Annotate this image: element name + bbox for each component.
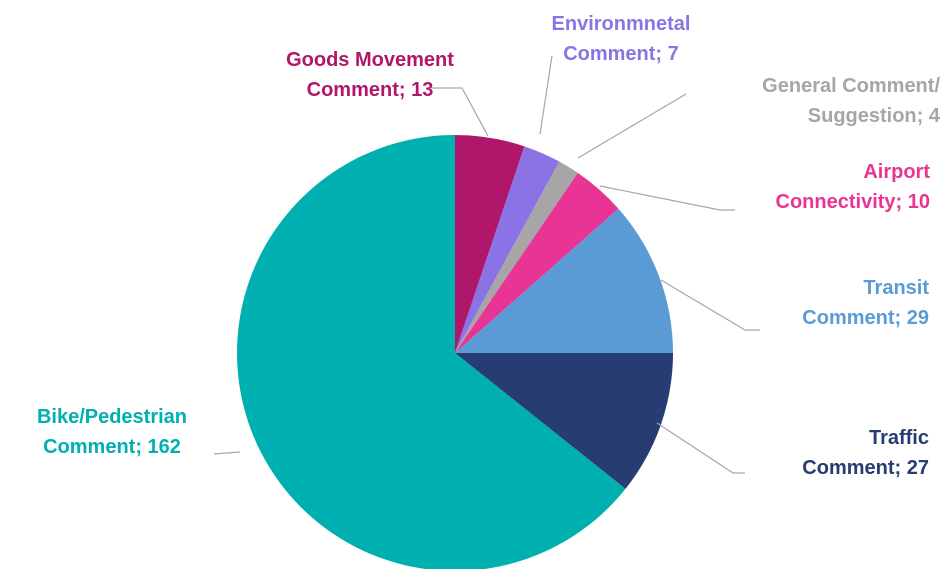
data-label-traffic-comment: Traffic Comment; 27 — [802, 427, 929, 479]
leader-line-airport-connectivity — [599, 185, 735, 211]
leader-line-transit-comment — [660, 279, 760, 331]
data-label-line: Environmnetal — [552, 13, 691, 35]
leader-line-environmnetal-comment — [539, 55, 553, 135]
data-label-line: Suggestion; 4 — [808, 105, 941, 127]
data-label-airport-connectivity: Airport Connectivity; 10 — [776, 161, 931, 213]
pie-slices — [237, 134, 673, 569]
data-label-line: General Comment/ — [762, 75, 940, 97]
data-label-line: Bike/Pedestrian — [37, 406, 187, 428]
pie-slice-transit-comment — [455, 208, 673, 353]
data-label-line: Comment; 7 — [563, 43, 679, 65]
data-label-line: Comment; 29 — [802, 307, 929, 329]
data-label-line: Comment; 13 — [307, 79, 434, 101]
data-label-line: Transit — [863, 277, 929, 299]
data-label-line: Comment; 162 — [43, 436, 181, 458]
pie-slice-airport-connectivity — [455, 172, 619, 353]
pie-slice-traffic-comment — [455, 353, 673, 489]
pie-slice-goods-movement-comment — [455, 134, 525, 353]
data-label-transit-comment: Transit Comment; 29 — [802, 277, 929, 329]
leader-line-traffic-comment — [656, 422, 745, 474]
leader-line-goods-movement-comment — [430, 87, 489, 137]
data-label-bike-pedestrian-comment: Bike/Pedestrian Comment; 162 — [37, 406, 187, 458]
pie-slice-environmnetal-comment — [455, 146, 560, 353]
leader-lines — [213, 55, 760, 474]
leader-line-bike-pedestrian-comment — [213, 451, 241, 455]
leader-line-general-comment-suggestion — [577, 93, 687, 159]
data-label-line: Traffic — [869, 427, 929, 449]
pie-slice-bike-pedestrian-comment — [237, 135, 626, 569]
data-label-line: Comment; 27 — [802, 457, 929, 479]
data-label-goods-movement-comment: Goods Movement Comment; 13 — [286, 49, 454, 101]
data-label-environmnetal-comment: Environmnetal Comment; 7 — [552, 13, 691, 65]
data-label-line: Airport — [863, 161, 930, 183]
data-label-line: Goods Movement — [286, 49, 454, 71]
pie-slice-general-comment-suggestion — [455, 161, 578, 353]
data-label-general-comment-suggestion: General Comment/Suggestion; 4 — [762, 75, 941, 127]
data-label-line: Connectivity; 10 — [776, 191, 930, 213]
slice-labels: Goods Movement Comment; 13 Environmnetal Co… — [37, 13, 941, 479]
